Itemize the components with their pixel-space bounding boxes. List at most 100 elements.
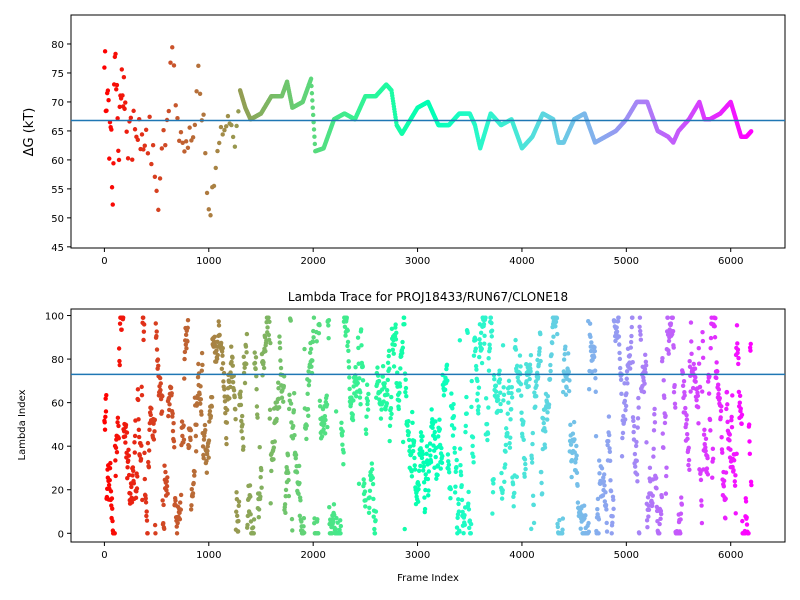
lambda-point xyxy=(405,423,409,427)
x-tick-label: 3000 xyxy=(405,256,430,267)
lambda-point xyxy=(271,457,275,461)
lambda-point xyxy=(556,525,560,529)
lambda-point xyxy=(629,340,633,344)
lambda-point xyxy=(739,422,743,426)
lambda-point xyxy=(133,450,137,454)
lambda-point xyxy=(220,367,224,371)
y-tick-label: 100 xyxy=(45,312,64,323)
lambda-point xyxy=(471,435,475,439)
y-tick-label: 75 xyxy=(51,69,64,80)
lambda-point xyxy=(255,415,259,419)
lambda-point xyxy=(341,462,345,466)
lambda-point xyxy=(422,495,426,499)
lambda-point xyxy=(449,391,453,395)
lambda-point xyxy=(725,420,729,424)
lambda-point xyxy=(289,318,293,322)
lambda-point xyxy=(371,497,375,501)
lambda-point xyxy=(595,507,599,511)
lambda-point xyxy=(356,336,360,340)
lambda-point xyxy=(659,512,663,516)
delta-g-point xyxy=(222,128,226,132)
lambda-point xyxy=(671,329,675,333)
lambda-point xyxy=(693,367,697,371)
lambda-point xyxy=(278,358,282,362)
lambda-point xyxy=(232,395,236,399)
lambda-point xyxy=(700,389,704,393)
lambda-point xyxy=(527,377,531,381)
lambda-point xyxy=(221,361,225,365)
lambda-point xyxy=(144,500,148,504)
lambda-point xyxy=(494,384,498,388)
lambda-point xyxy=(421,452,425,456)
lambda-point xyxy=(172,439,176,443)
lambda-point xyxy=(719,409,723,413)
lambda-point xyxy=(410,410,414,414)
lambda-point xyxy=(546,394,550,398)
lambda-point xyxy=(472,353,476,357)
y-tick-label: 65 xyxy=(51,127,64,138)
lambda-point xyxy=(152,437,156,441)
lambda-point xyxy=(179,493,183,497)
lambda-point xyxy=(144,509,148,513)
lambda-point xyxy=(245,523,249,527)
lambda-point xyxy=(660,356,664,360)
delta-g-point xyxy=(193,123,197,127)
lambda-point xyxy=(710,475,714,479)
lambda-point xyxy=(200,368,204,372)
lambda-point xyxy=(433,430,437,434)
y-tick-label: 45 xyxy=(51,243,64,254)
lambda-point xyxy=(465,331,469,335)
lambda-point xyxy=(424,452,428,456)
lambda-point xyxy=(479,331,483,335)
delta-g-point xyxy=(172,63,176,67)
lambda-point xyxy=(523,457,527,461)
lambda-point xyxy=(683,406,687,410)
lambda-point xyxy=(547,402,551,406)
lambda-point xyxy=(482,334,486,338)
lambda-point xyxy=(130,473,134,477)
lambda-point xyxy=(234,510,238,514)
lambda-point xyxy=(600,466,604,470)
lambda-point xyxy=(261,360,265,364)
lambda-point xyxy=(440,461,444,465)
lambda-point xyxy=(593,349,597,353)
lambda-point xyxy=(661,431,665,435)
lambda-point xyxy=(486,356,490,360)
lambda-point xyxy=(219,341,223,345)
lambda-point xyxy=(237,504,241,508)
lambda-point xyxy=(117,346,121,350)
lambda-point xyxy=(663,414,667,418)
delta-g-point xyxy=(120,93,124,97)
lambda-point xyxy=(404,394,408,398)
lambda-point xyxy=(178,500,182,504)
lambda-point xyxy=(625,381,629,385)
lambda-point xyxy=(412,456,416,460)
lambda-point xyxy=(587,387,591,391)
lambda-point xyxy=(490,328,494,332)
delta-g-point xyxy=(311,106,315,110)
lambda-point xyxy=(281,400,285,404)
lambda-point xyxy=(259,485,263,489)
lambda-point xyxy=(680,502,684,506)
delta-g-point xyxy=(221,132,225,136)
lambda-point xyxy=(629,345,633,349)
lambda-point xyxy=(326,323,330,327)
lambda-point xyxy=(667,352,671,356)
lambda-point xyxy=(678,517,682,521)
lambda-point xyxy=(483,316,487,320)
lambda-point xyxy=(604,507,608,511)
lambda-point xyxy=(426,488,430,492)
delta-g-point xyxy=(310,98,314,102)
lambda-point xyxy=(594,434,598,438)
y-tick-label: 40 xyxy=(51,442,64,453)
lambda-point xyxy=(702,428,706,432)
lambda-point xyxy=(141,316,145,320)
lambda-point xyxy=(534,383,538,387)
lambda-point xyxy=(217,333,221,337)
lambda-point xyxy=(147,465,151,469)
delta-g-point xyxy=(151,143,155,147)
lambda-point xyxy=(654,486,658,490)
lambda-point xyxy=(635,479,639,483)
lambda-point xyxy=(109,489,113,493)
lambda-point xyxy=(522,475,526,479)
